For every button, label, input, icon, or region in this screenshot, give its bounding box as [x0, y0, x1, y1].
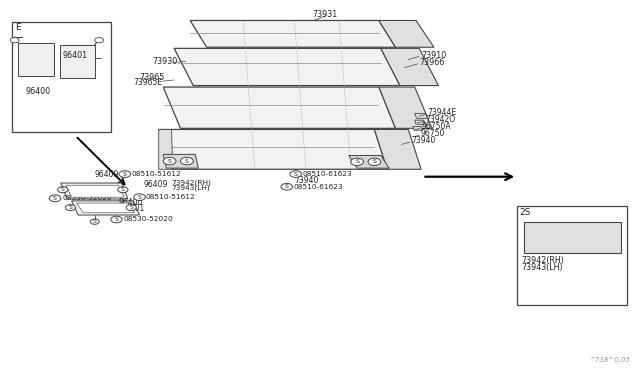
Text: S: S: [115, 217, 118, 222]
Bar: [12, 22, 111, 132]
Circle shape: [95, 38, 104, 43]
Text: 08510-51612: 08510-51612: [132, 171, 182, 177]
Polygon shape: [374, 129, 421, 169]
Circle shape: [180, 157, 193, 165]
Circle shape: [10, 38, 19, 43]
Polygon shape: [379, 87, 432, 128]
Text: S: S: [61, 187, 65, 192]
Text: 73943(LH): 73943(LH): [522, 263, 563, 272]
Text: S: S: [53, 196, 57, 201]
Circle shape: [90, 219, 99, 224]
Text: S: S: [93, 219, 97, 224]
Polygon shape: [163, 87, 396, 128]
Circle shape: [281, 183, 292, 190]
Polygon shape: [61, 183, 128, 199]
Text: 96401: 96401: [62, 51, 87, 60]
Polygon shape: [349, 155, 389, 168]
Polygon shape: [77, 203, 134, 213]
Polygon shape: [159, 129, 173, 169]
Text: 96400: 96400: [118, 198, 143, 207]
Circle shape: [49, 195, 61, 202]
Polygon shape: [524, 222, 621, 253]
Polygon shape: [60, 45, 95, 78]
Text: S: S: [372, 159, 376, 164]
Circle shape: [163, 157, 176, 165]
Text: E: E: [15, 23, 20, 32]
Text: S: S: [129, 205, 133, 210]
Text: 08510-61623: 08510-61623: [303, 171, 353, 177]
Text: ^738^0.05: ^738^0.05: [589, 357, 630, 363]
Text: 73910: 73910: [421, 51, 446, 60]
Polygon shape: [163, 154, 198, 168]
Bar: [517, 206, 627, 305]
Text: 08530-52020: 08530-52020: [62, 195, 112, 201]
Text: 2S: 2S: [520, 208, 531, 217]
Text: 08510-61623: 08510-61623: [293, 184, 343, 190]
Circle shape: [65, 205, 76, 211]
Text: 08530-52020: 08530-52020: [124, 217, 173, 222]
Text: 73942(RH): 73942(RH): [171, 180, 211, 186]
Circle shape: [134, 194, 145, 201]
Polygon shape: [66, 185, 124, 197]
Polygon shape: [415, 113, 428, 118]
Text: 08510-51612: 08510-51612: [146, 194, 196, 200]
Text: 73940: 73940: [294, 176, 319, 185]
Circle shape: [368, 158, 381, 166]
Polygon shape: [72, 201, 140, 215]
Text: 73942O: 73942O: [426, 115, 456, 124]
Text: 73942(RH): 73942(RH): [522, 256, 564, 265]
Text: S: S: [168, 158, 172, 164]
Polygon shape: [381, 48, 438, 86]
Text: 96401: 96401: [120, 204, 145, 213]
Polygon shape: [18, 43, 54, 76]
Text: S: S: [138, 195, 141, 200]
Text: 73940: 73940: [412, 136, 436, 145]
Text: 73965: 73965: [140, 73, 165, 82]
Polygon shape: [174, 48, 400, 86]
Text: S: S: [294, 171, 298, 177]
Text: S: S: [123, 171, 127, 177]
Text: 73944E: 73944E: [428, 108, 457, 117]
Polygon shape: [379, 20, 434, 47]
Circle shape: [126, 205, 136, 211]
Text: 96750: 96750: [420, 129, 445, 138]
Text: 96409: 96409: [95, 170, 119, 179]
Text: S: S: [121, 187, 125, 192]
Text: 96750A: 96750A: [421, 122, 451, 131]
Text: 73931: 73931: [312, 10, 337, 19]
Text: S: S: [355, 159, 359, 164]
Polygon shape: [159, 129, 387, 169]
Circle shape: [119, 171, 131, 177]
Polygon shape: [190, 20, 396, 47]
Polygon shape: [415, 120, 425, 124]
Text: 73943(LH): 73943(LH): [171, 185, 210, 192]
Polygon shape: [413, 126, 422, 130]
Text: 73966: 73966: [419, 58, 444, 67]
Text: S: S: [285, 184, 289, 189]
Text: 96409: 96409: [144, 180, 168, 189]
Text: S: S: [68, 205, 72, 210]
Circle shape: [111, 216, 122, 223]
Circle shape: [118, 187, 128, 193]
Text: 73965E: 73965E: [133, 78, 163, 87]
Text: 73930: 73930: [152, 57, 177, 66]
Circle shape: [290, 171, 301, 177]
Circle shape: [351, 158, 364, 166]
Circle shape: [58, 187, 68, 193]
Text: 96400: 96400: [26, 87, 51, 96]
Text: S: S: [185, 158, 189, 164]
